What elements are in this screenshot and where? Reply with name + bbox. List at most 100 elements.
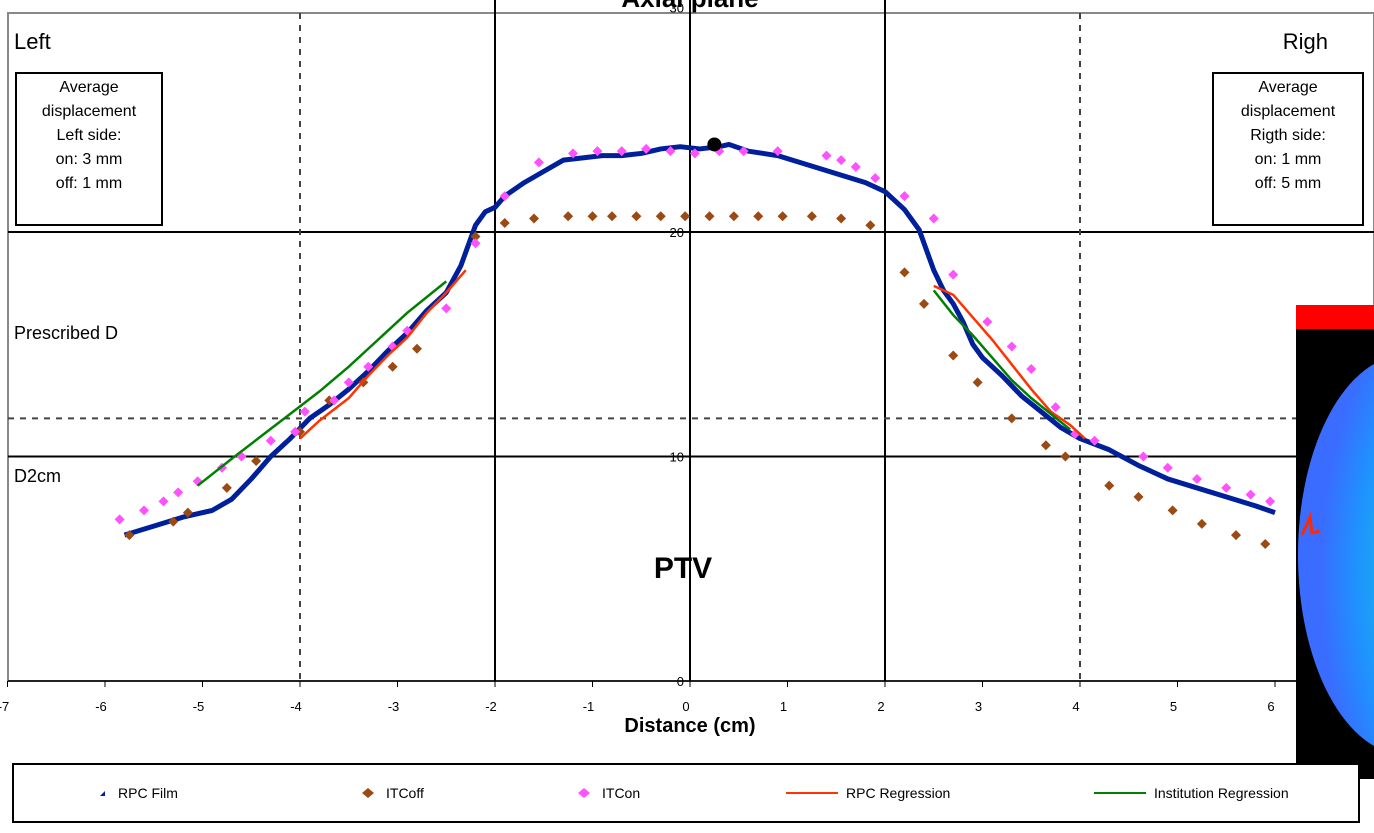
data-point <box>821 150 832 161</box>
legend-item-itcon: ITCon <box>574 765 640 821</box>
data-point <box>387 361 398 372</box>
legend-item-institution-regression: Institution Regression <box>1094 765 1289 821</box>
data-point <box>221 482 232 493</box>
right-box-line-4: on: 1 mm <box>1254 151 1322 168</box>
data-point <box>1245 489 1256 500</box>
series-rpc-film <box>123 141 1276 538</box>
left-displacement-box: Average displacement Left side: on: 3 mm… <box>15 72 163 226</box>
data-point <box>1265 496 1276 507</box>
data-point <box>343 377 354 388</box>
data-point <box>607 211 617 222</box>
data-point <box>836 213 847 224</box>
legend-label-rpc-regression: RPC Regression <box>846 785 951 801</box>
data-point <box>329 395 340 406</box>
data-point <box>592 146 603 157</box>
x-tick-label: 1 <box>780 699 787 714</box>
prescribed-dose-label: Prescribed D <box>14 323 118 343</box>
data-point <box>806 211 817 222</box>
legend-marker-rpc-regression <box>786 792 838 794</box>
data-point <box>899 191 910 202</box>
x-axis-label: Distance (cm) <box>624 715 755 737</box>
data-point <box>1221 482 1232 493</box>
d2cm-text: D2cm <box>14 466 61 486</box>
y-tick-label: 30 <box>670 1 684 16</box>
right-box-line-3: Rigth side: <box>1250 127 1326 144</box>
data-point <box>680 211 691 222</box>
data-point <box>1006 413 1017 424</box>
data-point <box>441 303 452 314</box>
data-point <box>587 211 598 222</box>
left-side-label: Left <box>14 29 51 54</box>
data-point <box>641 143 652 154</box>
data-point <box>836 155 847 166</box>
data-point <box>1138 451 1149 462</box>
x-tick-label: -1 <box>583 699 595 714</box>
y-tick-label: 20 <box>670 225 684 240</box>
x-tick-label: -2 <box>485 699 497 714</box>
legend-marker-itcoff <box>362 788 374 798</box>
data-point <box>299 406 310 417</box>
peak-marker <box>707 137 722 152</box>
data-point <box>139 505 149 516</box>
legend-label-rpc-film: RPC Film <box>118 785 178 801</box>
data-point <box>738 146 749 157</box>
y-tick-label: 0 <box>677 674 684 689</box>
x-tick-label: -5 <box>193 699 205 714</box>
axes: -7 -6 -5 -4 -3 -2 -1 0 1 2 3 4 5 6 0 10 20 30 <box>0 0 1374 714</box>
data-point <box>529 213 539 224</box>
legend-marker-institution-regression <box>1094 792 1146 794</box>
data-point <box>1196 518 1207 529</box>
legend-item-itcoff: ITCoff <box>358 765 424 821</box>
dose-map-graphic <box>1296 305 1374 779</box>
right-displacement-box: Average displacement Rigth side: on: 1 m… <box>1212 72 1364 226</box>
data-point <box>1006 341 1017 352</box>
x-tick-label: 3 <box>975 699 982 714</box>
data-point <box>363 361 374 372</box>
data-point <box>655 211 666 222</box>
data-point <box>1040 440 1051 451</box>
data-point <box>899 267 910 278</box>
data-point <box>728 211 739 222</box>
regression-line <box>932 289 1072 431</box>
data-point <box>499 191 510 202</box>
right-side-label: Righ <box>1283 29 1328 54</box>
legend-label-itcon: ITCon <box>602 785 641 801</box>
legend-label-institution-regression: Institution Regression <box>1154 785 1289 801</box>
data-point <box>1162 462 1173 473</box>
data-point <box>1133 491 1144 502</box>
left-box-line-5: off: 1 mm <box>55 175 123 192</box>
x-tick-label: 6 <box>1267 699 1274 714</box>
data-point <box>665 146 676 157</box>
right-box-line-2: displacement <box>1240 103 1336 120</box>
data-point <box>704 211 715 222</box>
data-point <box>265 435 276 446</box>
data-point <box>948 269 959 280</box>
x-tick-label: 5 <box>1170 699 1177 714</box>
data-point <box>772 146 783 157</box>
data-point <box>251 455 262 466</box>
data-point <box>182 507 193 518</box>
data-point <box>1089 435 1100 446</box>
data-point <box>948 350 959 361</box>
right-box-line-5: off: 5 mm <box>1254 175 1322 192</box>
series-layer <box>114 137 1276 550</box>
data-point <box>777 211 788 222</box>
data-point <box>1104 480 1115 491</box>
chart-legend: RPC Film ITCoff ITCon RPC Regression Ins… <box>12 763 1360 823</box>
left-box-line-2: displacement <box>41 103 137 120</box>
chart-title: Axial plane <box>621 0 758 13</box>
data-point <box>1060 451 1071 462</box>
y-tick-label: 10 <box>670 450 684 465</box>
regression-line <box>933 284 1086 440</box>
data-point <box>563 211 574 222</box>
series-institution-regression <box>196 280 1072 487</box>
data-point <box>982 316 993 327</box>
legend-marker-itcon <box>578 788 590 798</box>
data-point <box>1260 539 1271 550</box>
data-point <box>865 220 876 231</box>
d2cm-label: D2cm <box>14 466 61 486</box>
regression-line <box>299 269 467 440</box>
x-tick-label: -4 <box>290 699 302 714</box>
data-point <box>850 161 861 172</box>
legend-marker-rpc-film <box>100 791 105 796</box>
